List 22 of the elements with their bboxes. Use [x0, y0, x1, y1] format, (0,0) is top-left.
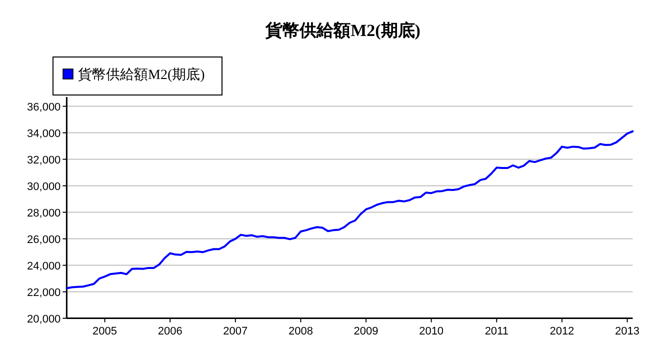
- x-tick-label: 2005: [92, 325, 118, 338]
- legend: 貨幣供給額M2(期底): [52, 56, 222, 96]
- line-series: [66, 130, 634, 290]
- x-tick-label: 2009: [354, 325, 378, 338]
- x-tick-label: 2010: [419, 325, 444, 338]
- y-tick-label: 30,000: [27, 180, 61, 193]
- y-tick-label: 24,000: [27, 260, 61, 272]
- y-tick-label: 28,000: [27, 207, 61, 220]
- chart-title: 貨幣供給額M2(期底): [264, 21, 420, 40]
- x-tick-label: 2012: [550, 325, 574, 338]
- legend-label: 貨幣供給額M2(期底): [78, 67, 206, 83]
- y-tick-label: 20,000: [27, 313, 61, 326]
- y-tick-label: 32,000: [27, 154, 61, 166]
- y-tick-label: 26,000: [27, 234, 61, 246]
- y-tick-label: 22,000: [27, 286, 61, 299]
- x-tick-label: 2007: [223, 325, 248, 338]
- x-tick-label: 2011: [484, 325, 508, 338]
- x-tick-label: 2008: [288, 325, 313, 338]
- x-tick-label: 2006: [158, 325, 182, 338]
- y-tick-label: 34,000: [27, 128, 61, 140]
- x-tick-label: 2013: [615, 325, 640, 338]
- y-tick-label: 36,000: [27, 101, 61, 114]
